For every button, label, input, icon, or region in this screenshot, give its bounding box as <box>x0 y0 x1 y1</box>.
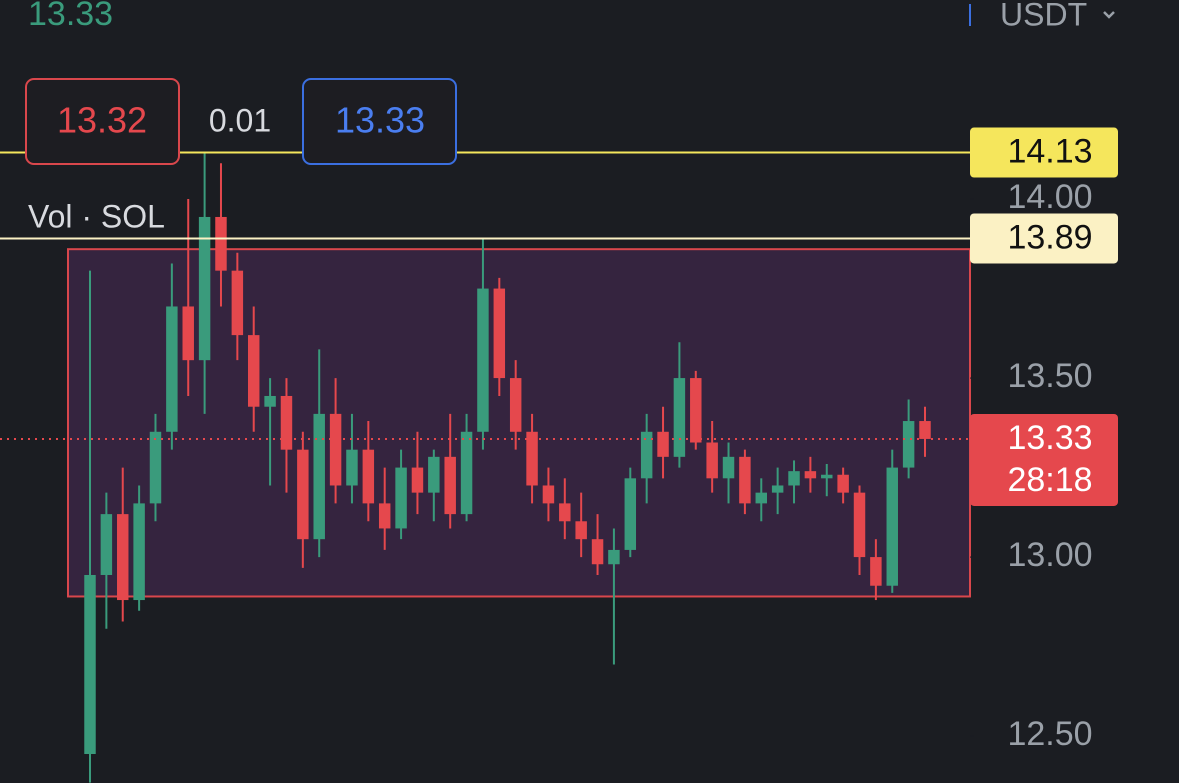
candle-body <box>133 503 145 601</box>
candle-body <box>690 378 702 443</box>
last-price-tag <box>970 413 1118 506</box>
price-tag-label: 13.89 <box>1007 218 1092 256</box>
candle-body <box>575 521 587 540</box>
candle-body <box>84 574 96 754</box>
candle-body <box>919 421 931 439</box>
candle-body <box>198 216 211 361</box>
ask-box[interactable] <box>302 78 457 165</box>
candle-body <box>395 467 407 529</box>
candle-body <box>804 471 817 479</box>
candle-body <box>166 306 178 432</box>
spread: 0.01 <box>209 102 271 138</box>
candle-body <box>559 503 571 522</box>
candle-body <box>346 449 358 486</box>
candle-body <box>673 378 686 457</box>
price-tag <box>970 127 1118 178</box>
candle-body <box>100 514 113 575</box>
overlay: 13.33 USDT 13.32 0.01 13.33 Vol · SOL <box>25 0 1115 234</box>
candle-body <box>215 216 227 271</box>
bid-price[interactable]: 13.32 <box>57 100 147 141</box>
candle-body <box>362 449 375 504</box>
candle-body <box>460 431 473 515</box>
candle-body <box>640 431 653 479</box>
candle-body <box>624 478 637 550</box>
candle-body <box>231 270 244 336</box>
candle-body <box>378 503 391 529</box>
candle-body <box>247 335 260 407</box>
candle-body <box>722 456 735 479</box>
candle-body <box>313 413 325 540</box>
candle-body <box>886 467 898 586</box>
currency[interactable]: USDT <box>1000 0 1087 32</box>
candle-body <box>444 456 456 515</box>
candle-body <box>264 395 276 407</box>
y-tick-label: 13.50 <box>1007 357 1092 395</box>
candle-body <box>755 492 768 504</box>
candle-body <box>902 421 915 468</box>
candle-body <box>477 288 489 432</box>
candle-body <box>493 288 506 379</box>
volume-label: Vol · SOL <box>28 198 165 234</box>
plot-area: 12.50 13.00 13.50 14.00 14.13 13.89 13.33 28:18 <box>0 127 1118 783</box>
y-tick-label: 12.50 <box>1007 715 1092 753</box>
price-tag <box>970 213 1118 264</box>
y-tick-label: 14.00 <box>1007 178 1092 216</box>
currency-chevron[interactable] <box>1103 11 1115 19</box>
candle-body <box>411 467 424 493</box>
candle-body <box>771 485 784 493</box>
candle-body <box>117 514 129 601</box>
candle-body <box>657 431 669 457</box>
candle-body <box>821 474 833 479</box>
candle-body <box>788 471 800 486</box>
candle-body <box>837 474 849 493</box>
candle-body <box>149 431 162 504</box>
candle-body <box>706 442 718 479</box>
candle-body <box>739 456 751 504</box>
candle-body <box>591 539 604 565</box>
candle-body <box>526 431 538 486</box>
countdown: 28:18 <box>1007 461 1092 499</box>
candle-body <box>870 557 882 586</box>
last-price-label: 13.33 <box>1007 419 1092 457</box>
candle-body <box>608 549 620 565</box>
last-trade: 13.33 <box>28 0 113 33</box>
candle-body <box>329 413 342 486</box>
bid-box[interactable] <box>25 78 180 165</box>
price-tag-label: 14.13 <box>1007 133 1092 171</box>
candle-body <box>297 449 309 540</box>
candle-body <box>182 306 194 361</box>
candle-body <box>280 395 293 450</box>
candle-body <box>542 485 555 504</box>
ask-price[interactable]: 13.33 <box>335 100 425 141</box>
candle-body <box>428 456 440 493</box>
candle-body <box>509 378 522 432</box>
candle-body <box>853 492 866 558</box>
y-tick-label: 13.00 <box>1007 536 1092 574</box>
